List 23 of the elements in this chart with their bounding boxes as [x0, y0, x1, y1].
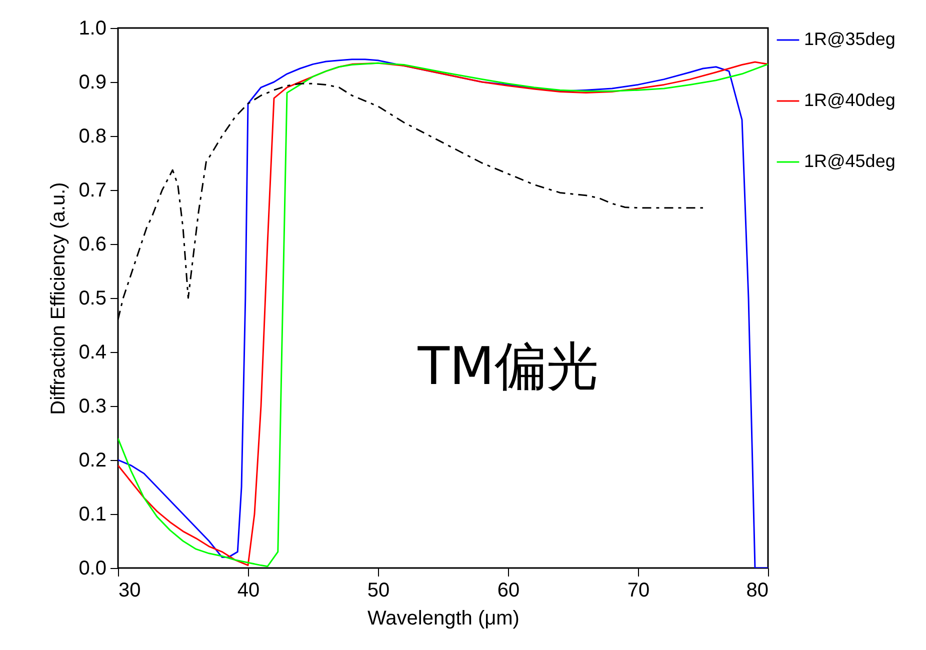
y-tick-label: 1.0: [78, 18, 106, 40]
annotation: TM偏光: [416, 337, 598, 398]
legend-label: 1R@35deg: [804, 29, 896, 49]
y-tick-label: 0.3: [78, 396, 106, 418]
x-tick-label: 70: [627, 580, 650, 602]
x-tick-label: 50: [367, 580, 390, 602]
x-axis-title: Wavelength (μm): [368, 608, 520, 630]
legend-label: 1R@40deg: [804, 90, 896, 110]
y-tick-label: 0.8: [78, 126, 106, 148]
y-tick-label: 0.1: [78, 504, 106, 526]
y-tick-label: 0.0: [78, 558, 106, 580]
y-tick-label: 0.2: [78, 450, 106, 472]
legend-label: 1R@45deg: [804, 151, 896, 171]
y-tick-label: 0.5: [78, 288, 106, 310]
x-tick-label: 30: [118, 580, 141, 602]
y-tick-label: 0.6: [78, 234, 106, 256]
y-axis-title: Diffraction Efficiency (a.u.): [48, 182, 70, 415]
y-tick-label: 0.4: [78, 342, 106, 364]
y-tick-label: 0.9: [78, 72, 106, 94]
x-tick-label: 80: [746, 580, 768, 602]
x-tick-label: 40: [237, 580, 260, 602]
y-tick-label: 0.7: [78, 180, 106, 202]
x-tick-label: 60: [497, 580, 520, 602]
